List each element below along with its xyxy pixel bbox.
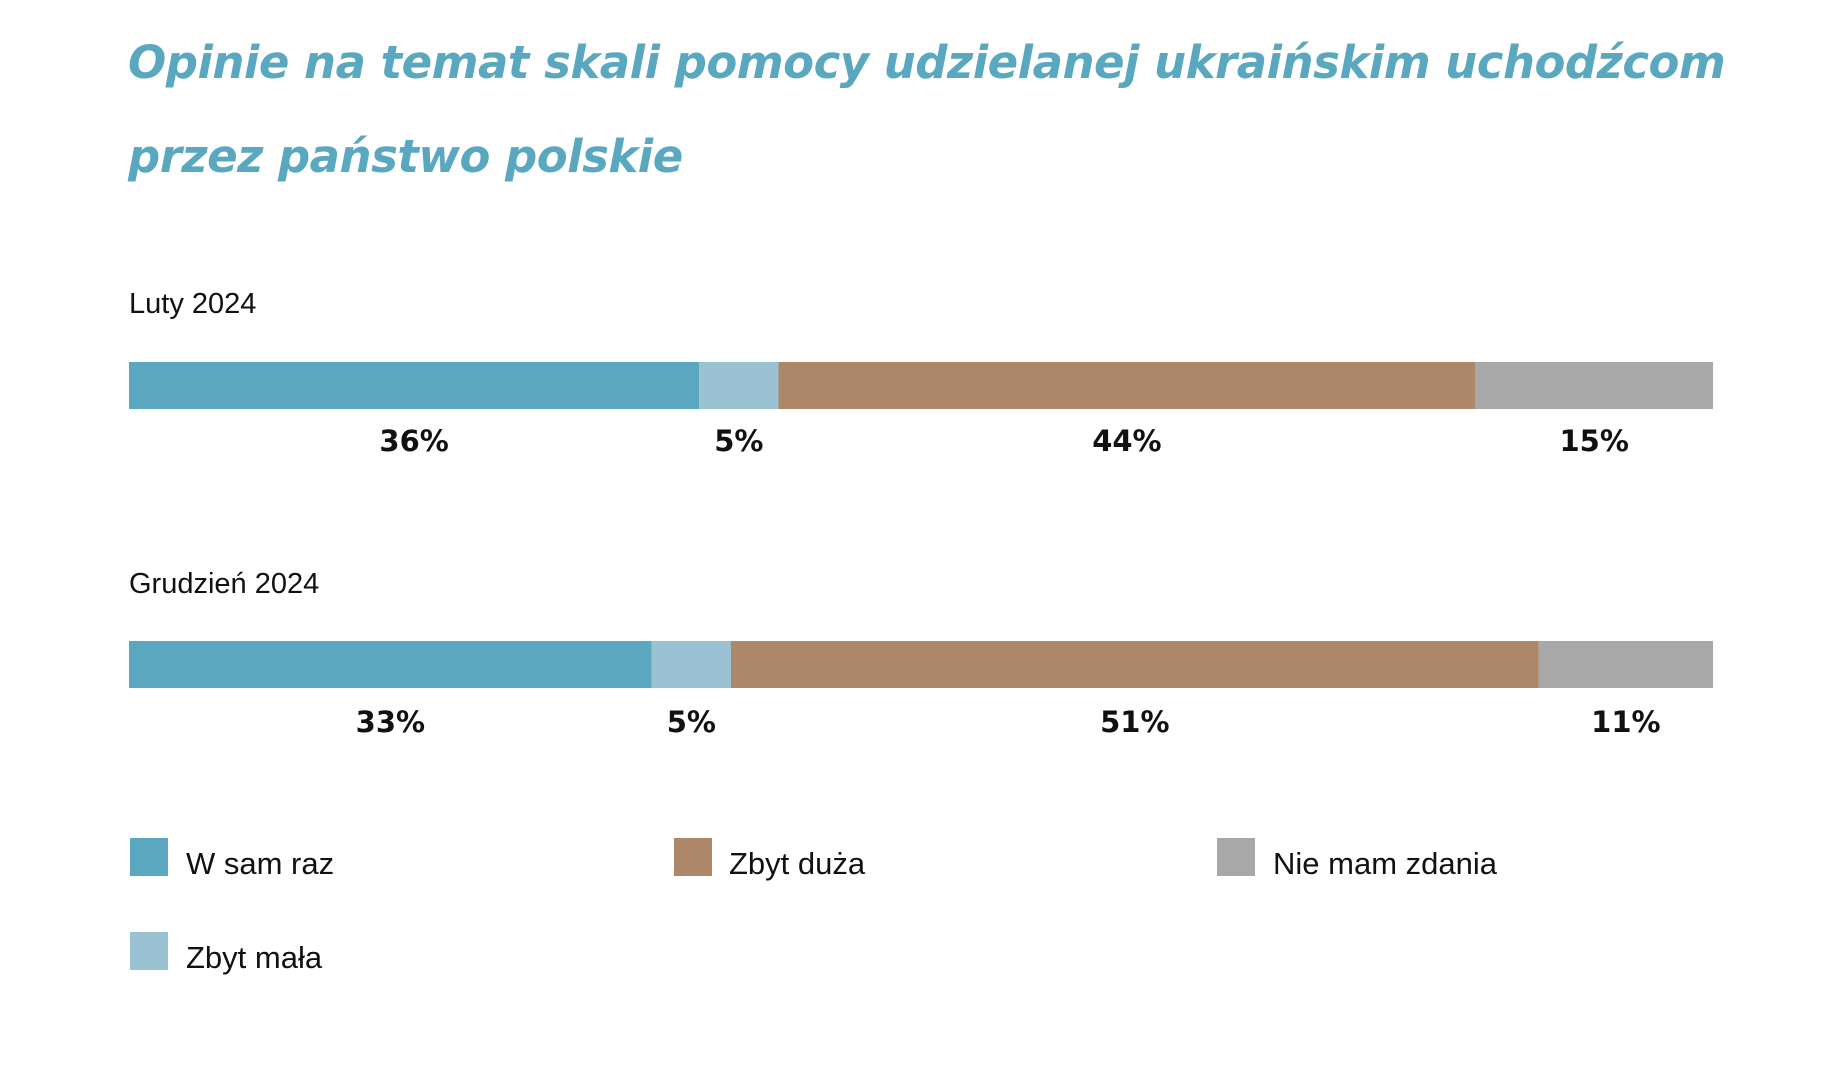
data-label: 51%: [1100, 705, 1170, 739]
legend-label: Zbyt mała: [186, 940, 323, 975]
legend-swatch: [674, 838, 712, 876]
legend-swatch: [1217, 838, 1255, 876]
bar-segment: [778, 362, 1476, 409]
data-label: 5%: [714, 424, 764, 458]
data-label: 11%: [1591, 705, 1661, 739]
legend-swatch: [130, 838, 168, 876]
bar-segment: [1475, 362, 1713, 409]
legend-swatch: [130, 932, 168, 970]
data-label: 36%: [379, 424, 449, 458]
data-label: 15%: [1559, 424, 1629, 458]
chart-title-line-2: przez państwo polskie: [128, 130, 683, 183]
bar-segment: [129, 362, 700, 409]
legend-label: Nie mam zdania: [1273, 846, 1497, 881]
category-label: Luty 2024: [129, 288, 257, 320]
legend-label: Zbyt duża: [729, 846, 866, 881]
data-label: 5%: [666, 705, 716, 739]
bar-segment: [1538, 641, 1713, 688]
category-label: Grudzień 2024: [129, 568, 320, 600]
legend-label: W sam raz: [186, 846, 335, 881]
bar-segment: [129, 641, 652, 688]
bar-segment: [699, 362, 779, 409]
data-label: 44%: [1092, 424, 1162, 458]
bar-segment: [730, 641, 1539, 688]
data-label: 33%: [355, 705, 426, 739]
bar-segment: [651, 641, 731, 688]
chart-title-line-1: Opinie na temat skali pomocy udzielanej …: [128, 36, 1726, 89]
